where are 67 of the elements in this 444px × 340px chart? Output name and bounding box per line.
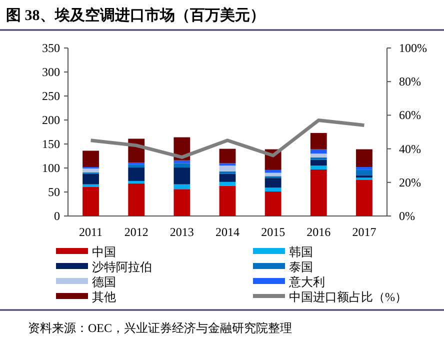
y2-tick-label: 20% [399,175,421,190]
y2-tick-label: 100% [399,41,427,55]
bar [128,180,145,184]
y-tick-label: 250 [42,89,60,103]
bar [310,132,327,150]
bar [82,168,99,172]
bar [219,171,236,174]
bar [310,149,327,154]
legend-label: 韩国 [289,245,313,259]
bar [264,170,282,173]
y2-tick-label: 80% [399,74,421,89]
bar [82,174,99,184]
legend-label: 中国进口额占比（%） [289,290,407,304]
bar [219,148,236,164]
y-tick-label: 200 [42,113,60,127]
y2-tick-label: 0% [399,209,415,223]
bar [310,169,327,216]
legend-label: 意大利 [288,275,325,289]
y2-tick-label: 40% [399,142,421,156]
legend-label: 其他 [92,290,116,304]
bar [174,168,190,184]
bar [128,164,145,168]
bar [310,166,327,170]
chart-title: 图 38、埃及空调进口市场（百万美元） [6,6,265,24]
legend-label: 沙特阿拉伯 [92,260,152,274]
bar [264,188,282,192]
y-tick-label: 50 [48,185,60,199]
x-tick-label: 2015 [261,225,286,239]
y-tick-label: 300 [42,65,60,79]
y-tick-label: 0 [54,209,60,223]
bar [356,170,372,176]
bar [174,184,190,190]
bar [219,186,236,216]
bar [264,192,282,216]
x-tick-label: 2014 [216,225,240,239]
legend-label: 中国 [92,245,116,259]
bar [82,186,99,216]
x-tick-label: 2011 [79,225,103,239]
x-tick-label: 2016 [306,225,331,239]
bar [356,167,372,170]
bar [219,182,236,186]
bar [128,183,145,216]
bar [310,157,327,160]
bar [356,175,372,178]
y-tick-label: 100 [42,161,60,175]
legend-label: 德国 [92,275,116,289]
bar [264,172,282,176]
legend-label: 泰国 [289,260,313,274]
bar [356,149,372,168]
x-tick-label: 2012 [124,225,148,239]
bar [174,163,190,168]
bar [356,180,372,216]
bar [310,160,327,166]
x-tick-label: 2013 [170,225,194,239]
bar [219,174,236,182]
bar [219,166,236,172]
y2-tick-label: 60% [399,108,421,122]
bar [219,163,236,166]
y-tick-label: 150 [42,137,60,151]
bar [82,150,99,168]
bar [128,168,145,181]
bar [174,189,190,216]
bar [264,178,282,188]
text: 资料来源：OEC，兴业证券经济与金融研究院整理 [28,321,292,335]
y-tick-label: 350 [42,41,60,55]
x-tick-label: 2017 [352,225,376,239]
bar [310,154,327,158]
